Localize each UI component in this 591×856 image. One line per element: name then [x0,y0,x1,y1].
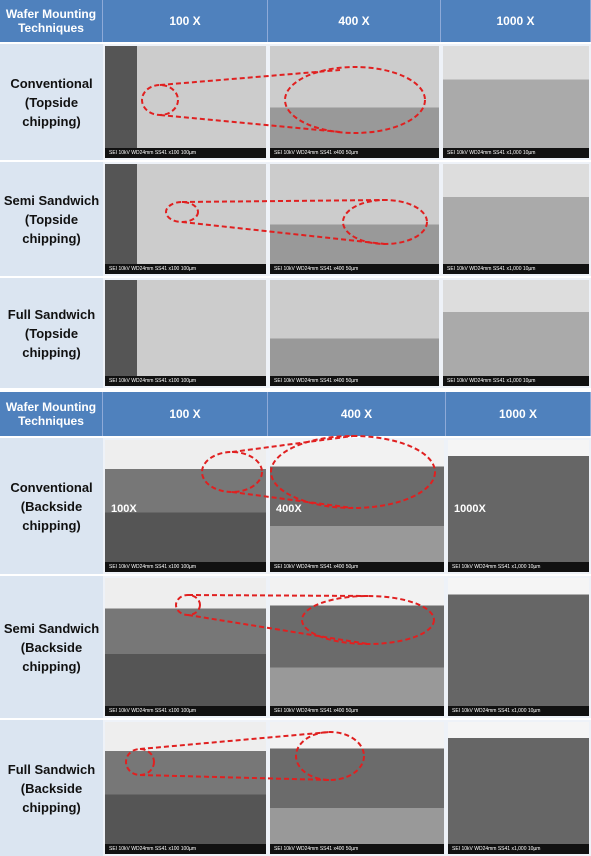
image-caption: SEI 10kV WD24mm SS41 x400 50µm [270,148,439,158]
sem-image: SEI 10kV WD24mm SS41 x100 100µm [105,164,266,274]
image-cell: SEI 10kV WD24mm SS41 x100 100µm [103,718,268,856]
image-caption: SEI 10kV WD24mm SS41 x400 50µm [270,376,439,386]
sem-image: SEI 10kV WD24mm SS41 x1,000 10µm [443,164,589,274]
image-overlay-label: 400X [276,503,302,515]
image-cell: SEI 10kV WD24mm SS41 x1,000 10µm [441,160,591,276]
row-label-line: (Topside [25,93,78,112]
image-cell: SEI 10kV WD24mm SS41 x1,000 10µm [446,574,591,718]
row-label-line: Full Sandwich [8,305,95,324]
sem-image: SEI 10kV WD24mm SS41 x100 100µm 100X [105,440,266,572]
sem-image: SEI 10kV WD24mm SS41 x400 50µm [270,46,439,158]
image-caption: SEI 10kV WD24mm SS41 x100 100µm [105,148,266,158]
sem-image: SEI 10kV WD24mm SS41 x1,000 10µm [443,46,589,158]
column-header: 400 X [268,0,441,42]
image-cell: SEI 10kV WD24mm SS41 x1,000 10µm 1000X [446,436,591,574]
image-caption: SEI 10kV WD24mm SS41 x400 50µm [270,264,439,274]
column-header: Wafer Mounting Techniques [0,0,103,42]
sem-image: SEI 10kV WD24mm SS41 x1,000 10µm [443,280,589,386]
sem-image: SEI 10kV WD24mm SS41 x400 50µm [270,578,444,716]
image-overlay-label: 1000X [454,503,486,515]
image-caption: SEI 10kV WD24mm SS41 x400 50µm [270,706,444,716]
row-label-line: (Backside [21,779,82,798]
column-header: 100 X [103,0,268,42]
column-header: 100 X [103,392,268,436]
sem-image: SEI 10kV WD24mm SS41 x100 100µm [105,280,266,386]
row-label-line: Semi Sandwich [4,191,99,210]
image-caption: SEI 10kV WD24mm SS41 x100 100µm [105,562,266,572]
image-cell: SEI 10kV WD24mm SS41 x100 100µm [103,276,268,388]
row-label-line: Semi Sandwich [4,619,99,638]
column-header: Wafer Mounting Techniques [0,392,103,436]
sem-image: SEI 10kV WD24mm SS41 x400 50µm [270,280,439,386]
image-cell: SEI 10kV WD24mm SS41 x1,000 10µm [441,42,591,160]
image-cell: SEI 10kV WD24mm SS41 x400 50µm [268,276,441,388]
row-label-line: (Backside [21,497,82,516]
image-caption: SEI 10kV WD24mm SS41 x1,000 10µm [443,148,589,158]
sem-image: SEI 10kV WD24mm SS41 x400 50µm [270,164,439,274]
image-cell: SEI 10kV WD24mm SS41 x400 50µm [268,718,446,856]
row-label-line: Conventional [10,478,92,497]
sem-image: SEI 10kV WD24mm SS41 x100 100µm [105,722,266,854]
image-cell: SEI 10kV WD24mm SS41 x400 50µm [268,574,446,718]
row-label-line: chipping) [22,229,81,248]
row-label-line: (Topside [25,210,78,229]
row-label-line: (Backside [21,638,82,657]
image-caption: SEI 10kV WD24mm SS41 x1,000 10µm [448,706,589,716]
row-label-line: chipping) [22,516,81,535]
image-caption: SEI 10kV WD24mm SS41 x1,000 10µm [448,562,589,572]
image-caption: SEI 10kV WD24mm SS41 x400 50µm [270,844,444,854]
image-caption: SEI 10kV WD24mm SS41 x400 50µm [270,562,444,572]
row-label-line: Full Sandwich [8,760,95,779]
column-header: 400 X [268,392,446,436]
row-label-line: chipping) [22,657,81,676]
image-cell: SEI 10kV WD24mm SS41 x1,000 10µm [441,276,591,388]
figure: Wafer Mounting Techniques100 X400 X1000 … [0,0,591,856]
sem-image: SEI 10kV WD24mm SS41 x1,000 10µm [448,722,589,854]
column-header: 1000 X [446,392,591,436]
image-cell: SEI 10kV WD24mm SS41 x400 50µm 400X [268,436,446,574]
sem-image: SEI 10kV WD24mm SS41 x1,000 10µm [448,578,589,716]
image-overlay-label: 100X [111,503,137,515]
row-label-line: chipping) [22,798,81,817]
sem-image: SEI 10kV WD24mm SS41 x400 50µm [270,722,444,854]
sem-image: SEI 10kV WD24mm SS41 x400 50µm 400X [270,440,444,572]
image-caption: SEI 10kV WD24mm SS41 x100 100µm [105,264,266,274]
row-label-line: chipping) [22,112,81,131]
row-label-line: Conventional [10,74,92,93]
image-cell: SEI 10kV WD24mm SS41 x100 100µm [103,160,268,276]
sem-image: SEI 10kV WD24mm SS41 x100 100µm [105,578,266,716]
image-cell: SEI 10kV WD24mm SS41 x400 50µm [268,160,441,276]
column-header: 1000 X [441,0,591,42]
image-caption: SEI 10kV WD24mm SS41 x100 100µm [105,844,266,854]
sem-image: SEI 10kV WD24mm SS41 x1,000 10µm 1000X [448,440,589,572]
image-caption: SEI 10kV WD24mm SS41 x100 100µm [105,706,266,716]
image-cell: SEI 10kV WD24mm SS41 x100 100µm 100X [103,436,268,574]
image-cell: SEI 10kV WD24mm SS41 x1,000 10µm [446,718,591,856]
image-cell: SEI 10kV WD24mm SS41 x100 100µm [103,574,268,718]
sem-image: SEI 10kV WD24mm SS41 x100 100µm [105,46,266,158]
image-caption: SEI 10kV WD24mm SS41 x1,000 10µm [443,264,589,274]
row-label-line: (Topside [25,324,78,343]
image-caption: SEI 10kV WD24mm SS41 x1,000 10µm [448,844,589,854]
image-caption: SEI 10kV WD24mm SS41 x100 100µm [105,376,266,386]
image-cell: SEI 10kV WD24mm SS41 x100 100µm [103,42,268,160]
image-cell: SEI 10kV WD24mm SS41 x400 50µm [268,42,441,160]
row-label-line: chipping) [22,343,81,362]
image-caption: SEI 10kV WD24mm SS41 x1,000 10µm [443,376,589,386]
